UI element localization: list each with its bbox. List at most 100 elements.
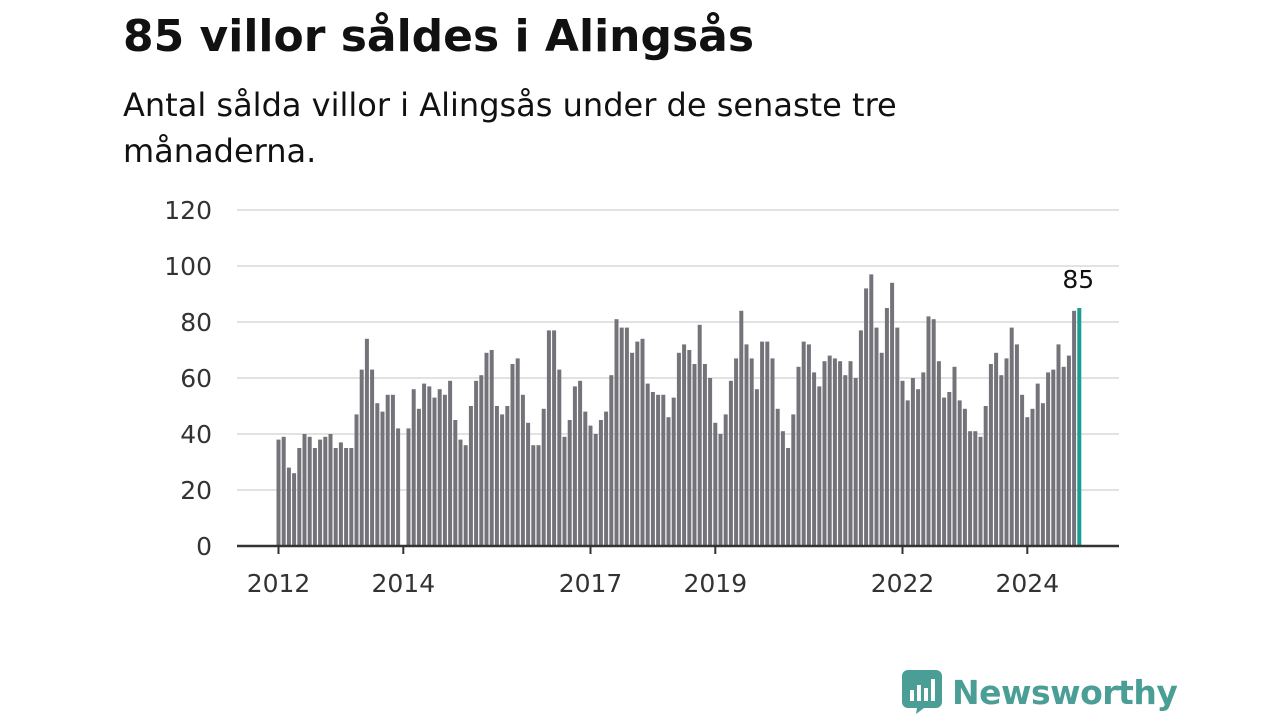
bar (510, 364, 515, 546)
bar (338, 442, 343, 546)
bar (936, 361, 941, 546)
bar (385, 394, 390, 546)
bar (344, 448, 349, 546)
bar (744, 344, 749, 546)
bar (739, 310, 744, 546)
bar (806, 344, 811, 546)
bar (988, 364, 993, 546)
bar (713, 422, 718, 546)
bar (598, 420, 603, 546)
bar (468, 406, 473, 546)
bar (650, 392, 655, 546)
bar (453, 420, 458, 546)
bar (978, 436, 983, 546)
bar (775, 408, 780, 546)
brand-logo: Newsworthy (902, 670, 1178, 714)
brand-name: Newsworthy (952, 672, 1178, 712)
bar (957, 400, 962, 546)
bar (1009, 327, 1014, 546)
bar (614, 319, 619, 546)
bar (281, 436, 286, 546)
bar (286, 467, 291, 546)
bar (1066, 355, 1071, 546)
bar (432, 397, 437, 546)
bar (884, 308, 889, 546)
bar (370, 369, 375, 546)
bar (890, 282, 895, 546)
bar (463, 445, 468, 546)
bar (786, 448, 791, 546)
bar (822, 361, 827, 546)
bar (307, 436, 312, 546)
y-tick-label: 100 (164, 252, 212, 281)
bar (791, 414, 796, 546)
bar (619, 327, 624, 546)
bar (416, 408, 421, 546)
bar (661, 394, 666, 546)
bar (448, 380, 453, 546)
x-tick-label: 2014 (371, 569, 435, 598)
bar (546, 330, 551, 546)
bar (827, 355, 832, 546)
bar (1040, 403, 1045, 546)
bar (817, 386, 822, 546)
bar (983, 406, 988, 546)
bar (754, 389, 759, 546)
bar (895, 327, 900, 546)
bar (952, 366, 957, 546)
bar (458, 439, 463, 546)
bar (276, 439, 281, 546)
bar (692, 364, 697, 546)
bar (968, 431, 973, 546)
bar (999, 375, 1004, 546)
bar (973, 431, 978, 546)
bar (942, 397, 947, 546)
bar (921, 372, 926, 546)
bar (760, 341, 765, 546)
bar (910, 378, 915, 546)
bar (947, 392, 952, 546)
bar (318, 439, 323, 546)
bar (484, 352, 489, 546)
bar (962, 408, 967, 546)
bar (312, 448, 317, 546)
bar (1004, 358, 1009, 546)
bar (557, 369, 562, 546)
bar (780, 431, 785, 546)
bar (390, 394, 395, 546)
bar (1030, 408, 1035, 546)
bar (858, 330, 863, 546)
x-tick-label: 2022 (871, 569, 935, 598)
bar (931, 319, 936, 546)
bar (609, 375, 614, 546)
bar (427, 386, 432, 546)
bar (853, 378, 858, 546)
bar (682, 344, 687, 546)
y-tick-label: 60 (180, 364, 212, 393)
bar (994, 352, 999, 546)
bar (604, 411, 609, 546)
bar (442, 394, 447, 546)
bar (552, 330, 557, 546)
bar (734, 358, 739, 546)
bar (869, 274, 874, 546)
bar (801, 341, 806, 546)
bar (323, 436, 328, 546)
bar-chart-speech-bubble-icon (902, 670, 942, 714)
bar (838, 361, 843, 546)
bar (1020, 394, 1025, 546)
bar (396, 428, 401, 546)
bar (728, 380, 733, 546)
bar (536, 445, 541, 546)
bar (1035, 383, 1040, 546)
bar (640, 338, 645, 546)
bar (411, 389, 416, 546)
bar (531, 445, 536, 546)
bar (380, 411, 385, 546)
bar (406, 428, 411, 546)
bar (1014, 344, 1019, 546)
bar (879, 352, 884, 546)
bar (1051, 369, 1056, 546)
bar (666, 417, 671, 546)
bar (697, 324, 702, 546)
